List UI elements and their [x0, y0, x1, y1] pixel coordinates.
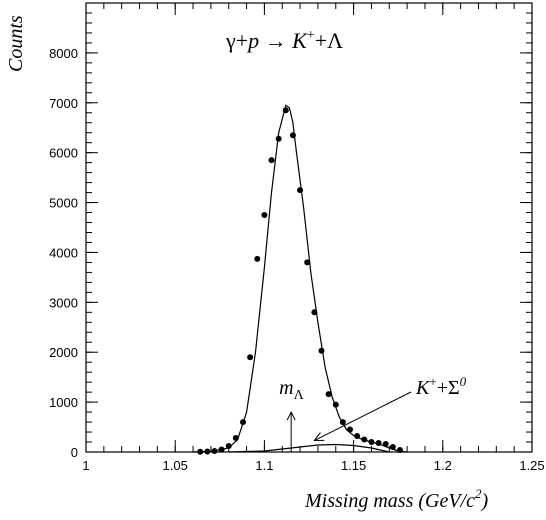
- data-point: [318, 347, 325, 354]
- y-tick-label: 0: [71, 445, 78, 460]
- data-point: [211, 448, 218, 455]
- chart-title: γ+p → K++Λ: [225, 28, 343, 53]
- data-point: [332, 401, 339, 408]
- m-lambda-arrowhead: [286, 410, 296, 421]
- data-point: [368, 439, 375, 446]
- sigma-arrowhead: [313, 432, 325, 442]
- data-point: [261, 212, 268, 219]
- y-axis-title: Counts: [5, 15, 27, 72]
- y-tick-label: 8000: [49, 46, 78, 61]
- data-point: [247, 354, 254, 361]
- curve-series-1: [192, 104, 408, 453]
- y-tick-label: 3000: [49, 295, 78, 310]
- y-tick-label: 2000: [49, 345, 78, 360]
- x-tick-label: 1.2: [434, 458, 452, 473]
- sigma-arrow: [314, 391, 412, 441]
- data-point: [297, 187, 304, 194]
- data-point: [361, 436, 368, 443]
- data-point: [268, 157, 275, 164]
- k-sigma-label: K++Σ0: [415, 374, 467, 399]
- x-tick-label: 1: [82, 458, 89, 473]
- data-points: [197, 107, 403, 455]
- y-tick-labels: 0 1000 2000 3000 4000 5000 6000 7000 8000: [49, 46, 78, 460]
- y-tick-label: 7000: [49, 96, 78, 111]
- data-point: [304, 259, 311, 266]
- data-point: [354, 433, 361, 440]
- data-point: [275, 135, 282, 142]
- data-point: [239, 419, 246, 426]
- data-point: [347, 426, 354, 433]
- data-point: [339, 419, 346, 426]
- y-tick-label: 6000: [49, 146, 78, 161]
- x-tick-label: 1.15: [341, 458, 366, 473]
- data-point: [254, 255, 261, 262]
- data-point: [197, 448, 204, 455]
- data-point: [389, 444, 396, 451]
- data-point: [289, 132, 296, 139]
- data-point: [232, 435, 239, 442]
- curve-series-2: [228, 443, 390, 453]
- data-point: [282, 107, 289, 114]
- x-tick-label: 1.1: [255, 458, 273, 473]
- data-point: [204, 448, 211, 455]
- data-point: [218, 446, 225, 453]
- x-tick-labels: 1 1.05 1.1 1.15 1.2 1.25: [82, 458, 544, 473]
- x-axis-title: Missing mass (GeV/c2): [304, 486, 488, 512]
- data-point: [382, 441, 389, 448]
- data-point: [225, 443, 232, 450]
- annotations: mΛ K++Σ0: [279, 374, 467, 452]
- axis-ticks: [85, 2, 533, 453]
- data-point: [396, 447, 403, 454]
- y-tick-label: 5000: [49, 196, 78, 211]
- y-tick-label: 4000: [49, 245, 78, 260]
- data-point: [375, 440, 382, 447]
- plot-frame: [85, 2, 533, 453]
- data-point: [325, 391, 332, 398]
- x-tick-label: 1.25: [519, 458, 544, 473]
- data-point: [311, 309, 318, 316]
- y-tick-label: 1000: [49, 395, 78, 410]
- m-lambda-label: mΛ: [279, 377, 304, 403]
- x-tick-label: 1.05: [163, 458, 188, 473]
- fit-curves: [192, 104, 408, 453]
